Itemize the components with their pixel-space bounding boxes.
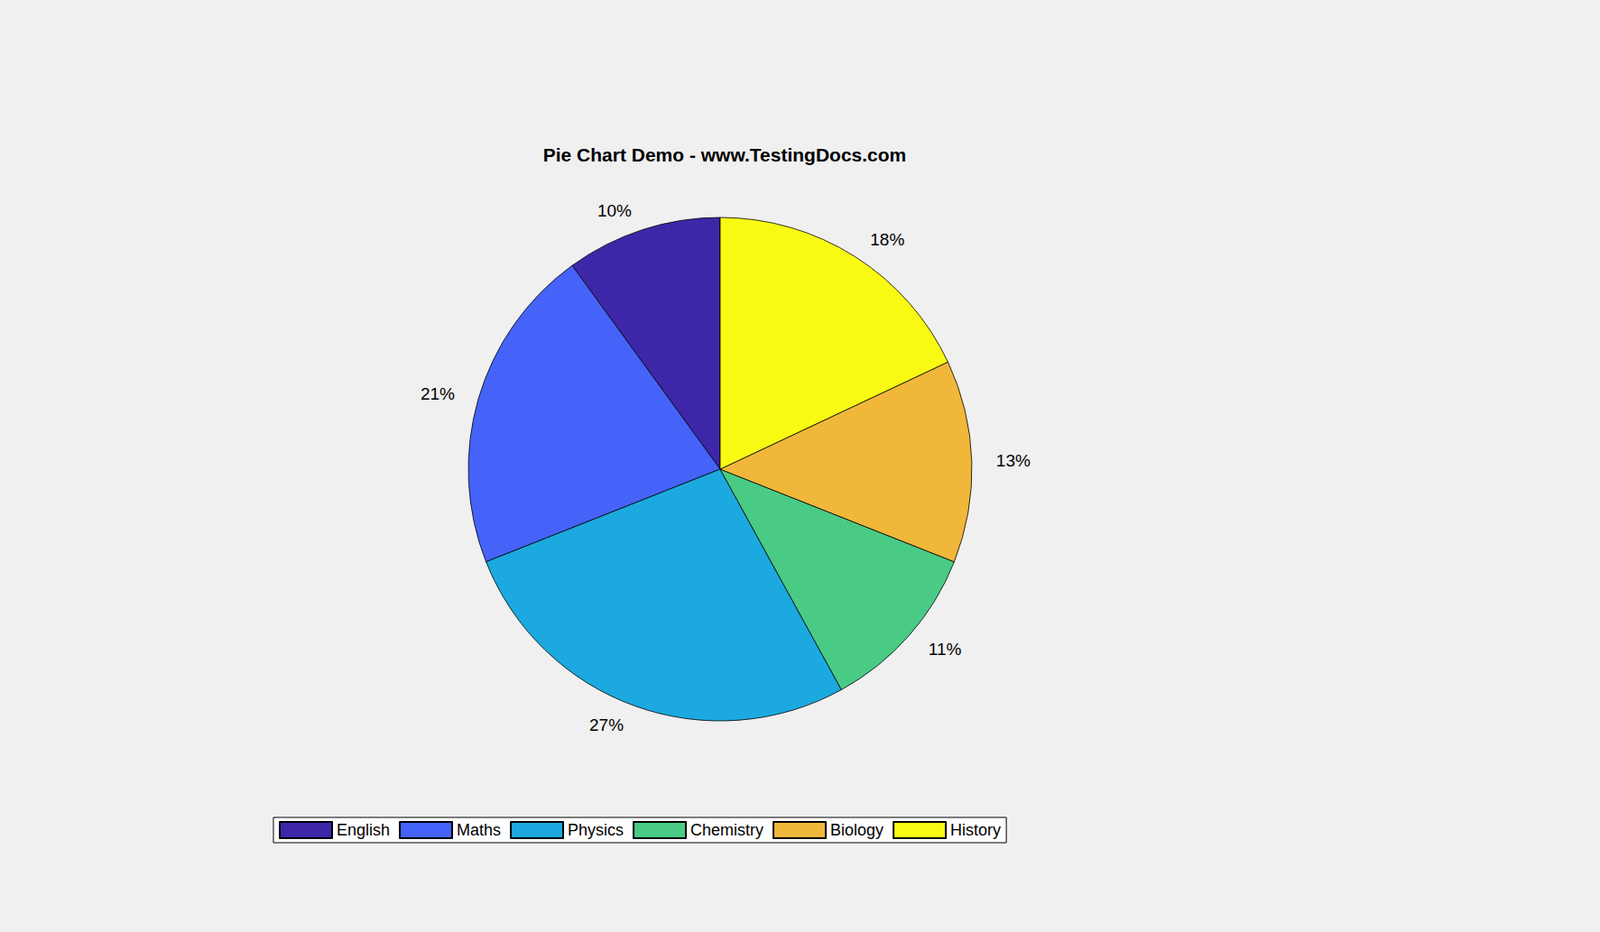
- svg-text:11%: 11%: [928, 639, 962, 659]
- svg-text:13%: 13%: [996, 451, 1031, 471]
- svg-text:Maths: Maths: [456, 821, 501, 840]
- svg-text:Pie Chart Demo - www.TestingDo: Pie Chart Demo - www.TestingDocs.com: [543, 144, 907, 166]
- svg-text:History: History: [950, 821, 1001, 840]
- svg-text:18%: 18%: [869, 230, 905, 250]
- svg-text:Biology: Biology: [830, 821, 884, 840]
- svg-text:21%: 21%: [420, 384, 455, 404]
- svg-text:Chemistry: Chemistry: [690, 821, 764, 840]
- svg-text:English: English: [336, 821, 390, 840]
- svg-text:10%: 10%: [597, 201, 632, 221]
- svg-text:27%: 27%: [589, 715, 624, 735]
- svg-text:Physics: Physics: [567, 821, 624, 840]
